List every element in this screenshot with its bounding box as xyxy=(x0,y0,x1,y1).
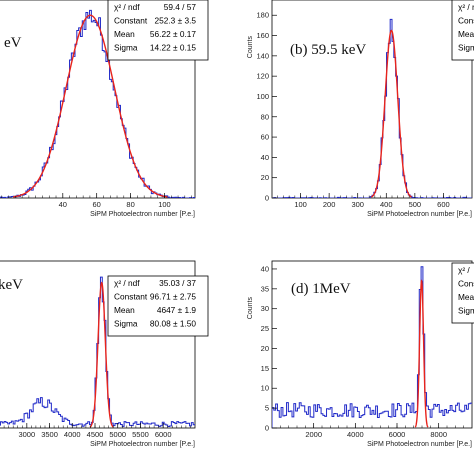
y-tick-label: 0 xyxy=(265,194,269,203)
stats-label: Constant xyxy=(114,292,148,302)
stats-label: Mean xyxy=(458,29,474,39)
y-tick-label: 20 xyxy=(261,344,269,353)
panel-2: 100 200 300 400 500 600 0 20 40 60 80 100 120 140 160 1… xyxy=(247,0,474,218)
x-tick-label: 60 xyxy=(93,200,101,209)
y-tick-label: 140 xyxy=(256,51,269,60)
panel-label: eV xyxy=(4,35,22,51)
panel-4: 2000 4000 6000 8000 0 5 10 15 20 25 30 35 40 SiPM Pho… xyxy=(247,260,474,448)
y-tick-label: 30 xyxy=(261,304,269,313)
stats-label: Constant xyxy=(114,16,148,26)
x-tick-label: 40 xyxy=(59,200,67,209)
x-axis-label: SiPM Photoelectron number [P.e.] xyxy=(90,211,195,218)
histogram-series xyxy=(272,266,472,428)
plot-frame xyxy=(271,0,473,199)
stats-value: 56.22 ± 0.17 xyxy=(150,29,196,39)
panel-label: (d) 1MeV xyxy=(291,281,351,297)
y-axis-label: Counts xyxy=(247,297,254,320)
stats-label: Mean xyxy=(114,29,135,39)
stats-label: Sigma xyxy=(114,43,138,53)
histogram-series xyxy=(0,9,195,198)
x-axis-label: SiPM Photoelectron number [P.e.] xyxy=(90,441,195,448)
stats-label: Mean xyxy=(458,292,474,302)
x-tick-label: 5500 xyxy=(132,430,149,439)
stats-label: χ² / xyxy=(458,265,470,275)
x-tick-label: 2000 xyxy=(305,430,322,439)
y-tick-label: 120 xyxy=(256,72,269,81)
panel-3: 3000 3500 4000 4500 5000 5500 6000 SiPM Photoel… xyxy=(0,260,209,448)
y-tick-label: 0 xyxy=(265,424,269,433)
y-tick-label: 25 xyxy=(261,324,269,333)
panel-label: keV xyxy=(0,277,23,293)
y-tick-label: 80 xyxy=(261,112,269,121)
stats-value: 252.3 ± 3.5 xyxy=(155,16,197,26)
histogram-series xyxy=(0,276,195,428)
panel-1: 40 60 80 100 SiPM Photoelectron number [P.e.… xyxy=(0,0,209,218)
x-tick-label: 80 xyxy=(126,200,134,209)
y-tick-label: 40 xyxy=(261,153,269,162)
x-tick-label: 6000 xyxy=(389,430,406,439)
x-tick-label: 600 xyxy=(437,200,450,209)
fit-curve xyxy=(370,29,412,198)
stats-value: 35.03 / 37 xyxy=(159,278,196,288)
x-tick-label: 100 xyxy=(294,200,307,209)
y-tick-label: 10 xyxy=(261,384,269,393)
stats-box xyxy=(451,0,474,61)
stats-label: Constant xyxy=(458,16,474,26)
fit-curve xyxy=(414,279,429,428)
y-tick-label: 180 xyxy=(256,11,269,20)
fit-curve xyxy=(89,281,114,428)
panel-label: (b) 59.5 keV xyxy=(290,42,366,58)
y-tick-label: 20 xyxy=(261,173,269,182)
y-tick-label: 160 xyxy=(256,31,269,40)
x-tick-label: 8000 xyxy=(430,430,447,439)
y-tick-label: 100 xyxy=(256,92,269,101)
stats-value: 14.22 ± 0.15 xyxy=(150,43,196,53)
y-tick-label: 35 xyxy=(261,284,269,293)
stats-value: 96.71 ± 2.75 xyxy=(150,292,196,302)
stats-label: Sigm xyxy=(458,306,474,316)
x-tick-label: 4000 xyxy=(64,430,81,439)
y-tick-label: 60 xyxy=(261,133,269,142)
fit-curve xyxy=(13,14,168,198)
x-tick-label: 4000 xyxy=(347,430,364,439)
x-tick-label: 500 xyxy=(409,200,422,209)
x-tick-label: 3500 xyxy=(41,430,58,439)
stats-value: 59.4 / 57 xyxy=(164,2,197,12)
stats-box xyxy=(107,0,209,61)
x-tick-label: 100 xyxy=(158,200,171,209)
plot-frame xyxy=(271,260,473,429)
x-tick-label: 300 xyxy=(351,200,364,209)
x-tick-label: 6000 xyxy=(155,430,172,439)
stats-box xyxy=(107,275,209,337)
stats-label: Sigma xyxy=(458,43,474,53)
stats-label: χ² / ndf xyxy=(458,2,474,12)
stats-label: Const xyxy=(458,279,474,289)
x-axis-label: SiPM Photoelectron number [P.e.] xyxy=(367,211,472,218)
stats-box xyxy=(451,262,474,324)
stats-label: Mean xyxy=(114,305,135,315)
stats-label: χ² / ndf xyxy=(114,278,140,288)
stats-label: χ² / ndf xyxy=(114,2,140,12)
x-tick-label: 400 xyxy=(380,200,393,209)
y-tick-label: 40 xyxy=(261,264,269,273)
x-tick-label: 3000 xyxy=(18,430,35,439)
stats-label: Sigma xyxy=(114,319,138,329)
x-tick-label: 5000 xyxy=(109,430,126,439)
x-axis-label: SiPM Photoelectron number [P.e.] xyxy=(367,441,472,448)
y-tick-label: 5 xyxy=(265,404,269,413)
stats-value: 4647 ± 1.9 xyxy=(157,305,197,315)
stats-value: 80.08 ± 1.50 xyxy=(150,319,196,329)
x-tick-label: 4500 xyxy=(87,430,104,439)
y-axis-label: Counts xyxy=(247,36,254,59)
y-tick-label: 15 xyxy=(261,364,269,373)
x-tick-label: 200 xyxy=(323,200,336,209)
